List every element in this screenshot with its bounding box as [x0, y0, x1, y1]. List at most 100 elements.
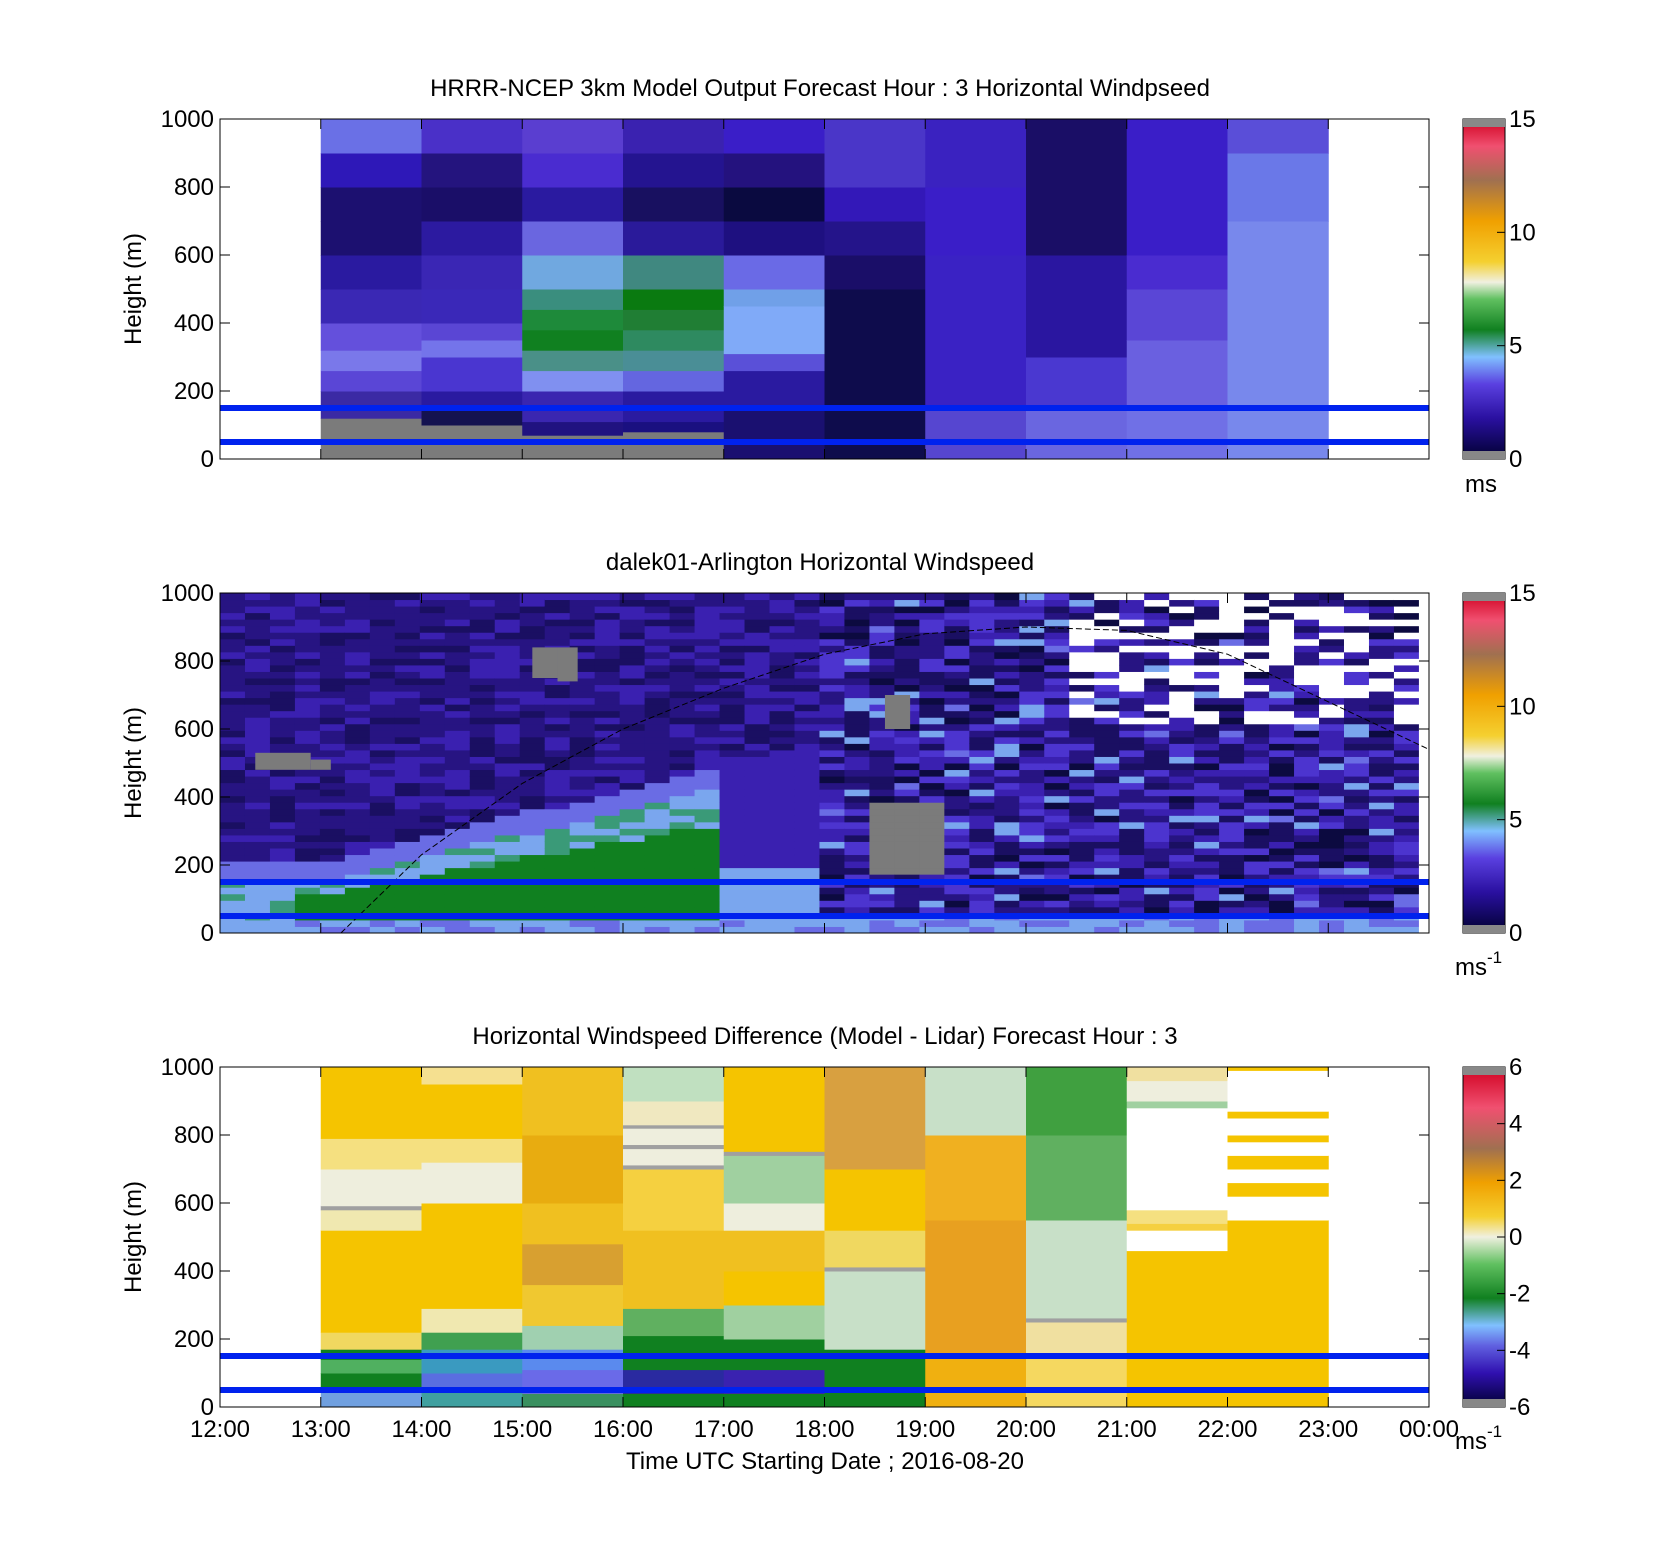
heatmap-cell: [1019, 671, 1045, 679]
heatmap-cell: [1269, 893, 1295, 901]
heatmap-cell: [919, 651, 945, 659]
heatmap-cell: [669, 606, 696, 614]
heatmap-cell: [1393, 756, 1420, 764]
heatmap-cell: [1019, 795, 1045, 803]
heatmap-cell: [494, 651, 521, 659]
heatmap-cell: [794, 736, 820, 744]
heatmap-cell: [1269, 906, 1295, 914]
heatmap-cell: [569, 776, 596, 784]
heatmap-cell: [1368, 861, 1395, 869]
heatmap-cell: [519, 887, 546, 895]
heatmap-cell: [969, 776, 995, 784]
heatmap-cell: [1219, 795, 1245, 803]
panel-model-ylabel: Height (m): [120, 233, 147, 345]
heatmap-cell: [944, 651, 970, 659]
heatmap-cell: [844, 710, 870, 718]
heatmap-cell: [1343, 743, 1370, 751]
heatmap-cell: [644, 743, 671, 751]
heatmap-cell: [869, 612, 895, 620]
heatmap-cell: [1019, 717, 1045, 725]
heatmap-cell: [994, 789, 1020, 797]
heatmap-cell: [619, 651, 646, 659]
heatmap-cell: [1294, 808, 1320, 816]
heatmap-cell: [744, 795, 771, 803]
heatmap-cell: [844, 736, 870, 744]
heatmap-cell: [623, 1128, 725, 1146]
heatmap-cell: [869, 743, 895, 751]
heatmap-cell: [1169, 645, 1195, 653]
heatmap-cell: [1119, 599, 1145, 607]
heatmap-cell: [1368, 749, 1395, 757]
heatmap-cell: [919, 854, 945, 862]
heatmap-cell: [744, 664, 771, 672]
heatmap-cell: [469, 749, 496, 757]
heatmap-cell: [1368, 906, 1395, 914]
heatmap-cell: [769, 926, 795, 934]
heatmap-cell: [569, 893, 596, 901]
heatmap-cell: [1393, 887, 1420, 895]
heatmap-cell: [1044, 619, 1070, 627]
heatmap-cell: [1368, 776, 1395, 784]
heatmap-cell: [894, 743, 920, 751]
heatmap-cell: [669, 802, 696, 810]
heatmap-cell: [1319, 651, 1345, 659]
heatmap-cell: [1144, 697, 1170, 705]
heatmap-cell: [1368, 612, 1395, 620]
heatmap-cell: [869, 821, 895, 829]
heatmap-cell: [644, 769, 671, 777]
heatmap-cell: [394, 756, 421, 764]
heatmap-cell: [1169, 658, 1195, 666]
heatmap-cell: [294, 678, 321, 686]
heatmap-cell: [469, 763, 496, 771]
heatmap-cell: [723, 289, 825, 307]
heatmap-cell: [894, 867, 920, 875]
heatmap-cell: [819, 815, 845, 823]
heatmap-cell: [1244, 612, 1270, 620]
heatmap-cell: [944, 593, 970, 601]
panel-lidar-ylabel: Height (m): [120, 707, 147, 819]
heatmap-cell: [1269, 769, 1295, 777]
heatmap-cell: [594, 710, 621, 718]
heatmap-cell: [1244, 763, 1270, 771]
heatmap-cell: [319, 599, 346, 607]
heatmap-cell: [623, 1308, 725, 1337]
heatmap-cell: [824, 255, 926, 290]
heatmap-cell: [544, 848, 571, 856]
heatmap-cell: [494, 619, 521, 627]
heatmap-cell: [1393, 815, 1420, 823]
heatmap-cell: [744, 730, 771, 738]
heatmap-cell: [1144, 887, 1170, 895]
heatmap-cell: [619, 789, 646, 797]
y-tick-label: 600: [174, 716, 214, 743]
heatmap-cell: [723, 1067, 825, 1152]
heatmap-cell: [623, 370, 725, 392]
heatmap-cell: [644, 874, 671, 882]
heatmap-cell: [819, 723, 845, 731]
heatmap-cell: [644, 697, 671, 705]
colorbar-tick-label: 10: [1509, 693, 1536, 720]
heatmap-cell: [1368, 848, 1395, 856]
heatmap-cell: [969, 861, 995, 869]
heatmap-cell: [1194, 848, 1220, 856]
heatmap-cell: [1294, 756, 1320, 764]
heatmap-cell: [769, 723, 795, 731]
heatmap-cell: [1194, 756, 1220, 764]
heatmap-cell: [294, 632, 321, 640]
heatmap-cell: [944, 717, 970, 725]
heatmap-cell: [944, 834, 970, 842]
heatmap-cell: [269, 625, 296, 633]
heatmap-cell: [944, 625, 970, 633]
heatmap-cell: [919, 645, 945, 653]
heatmap-cell: [319, 638, 346, 646]
heatmap-cell: [744, 789, 771, 797]
x-tick-label: 00:00: [1399, 1416, 1459, 1443]
heatmap-cell: [769, 678, 795, 686]
heatmap-cell: [1019, 926, 1045, 934]
heatmap-cell: [522, 1349, 624, 1371]
heatmap-cell: [869, 717, 895, 725]
heatmap-cell: [1069, 854, 1095, 862]
heatmap-cell: [294, 834, 321, 842]
heatmap-cell: [444, 795, 471, 803]
heatmap-cell: [669, 599, 696, 607]
